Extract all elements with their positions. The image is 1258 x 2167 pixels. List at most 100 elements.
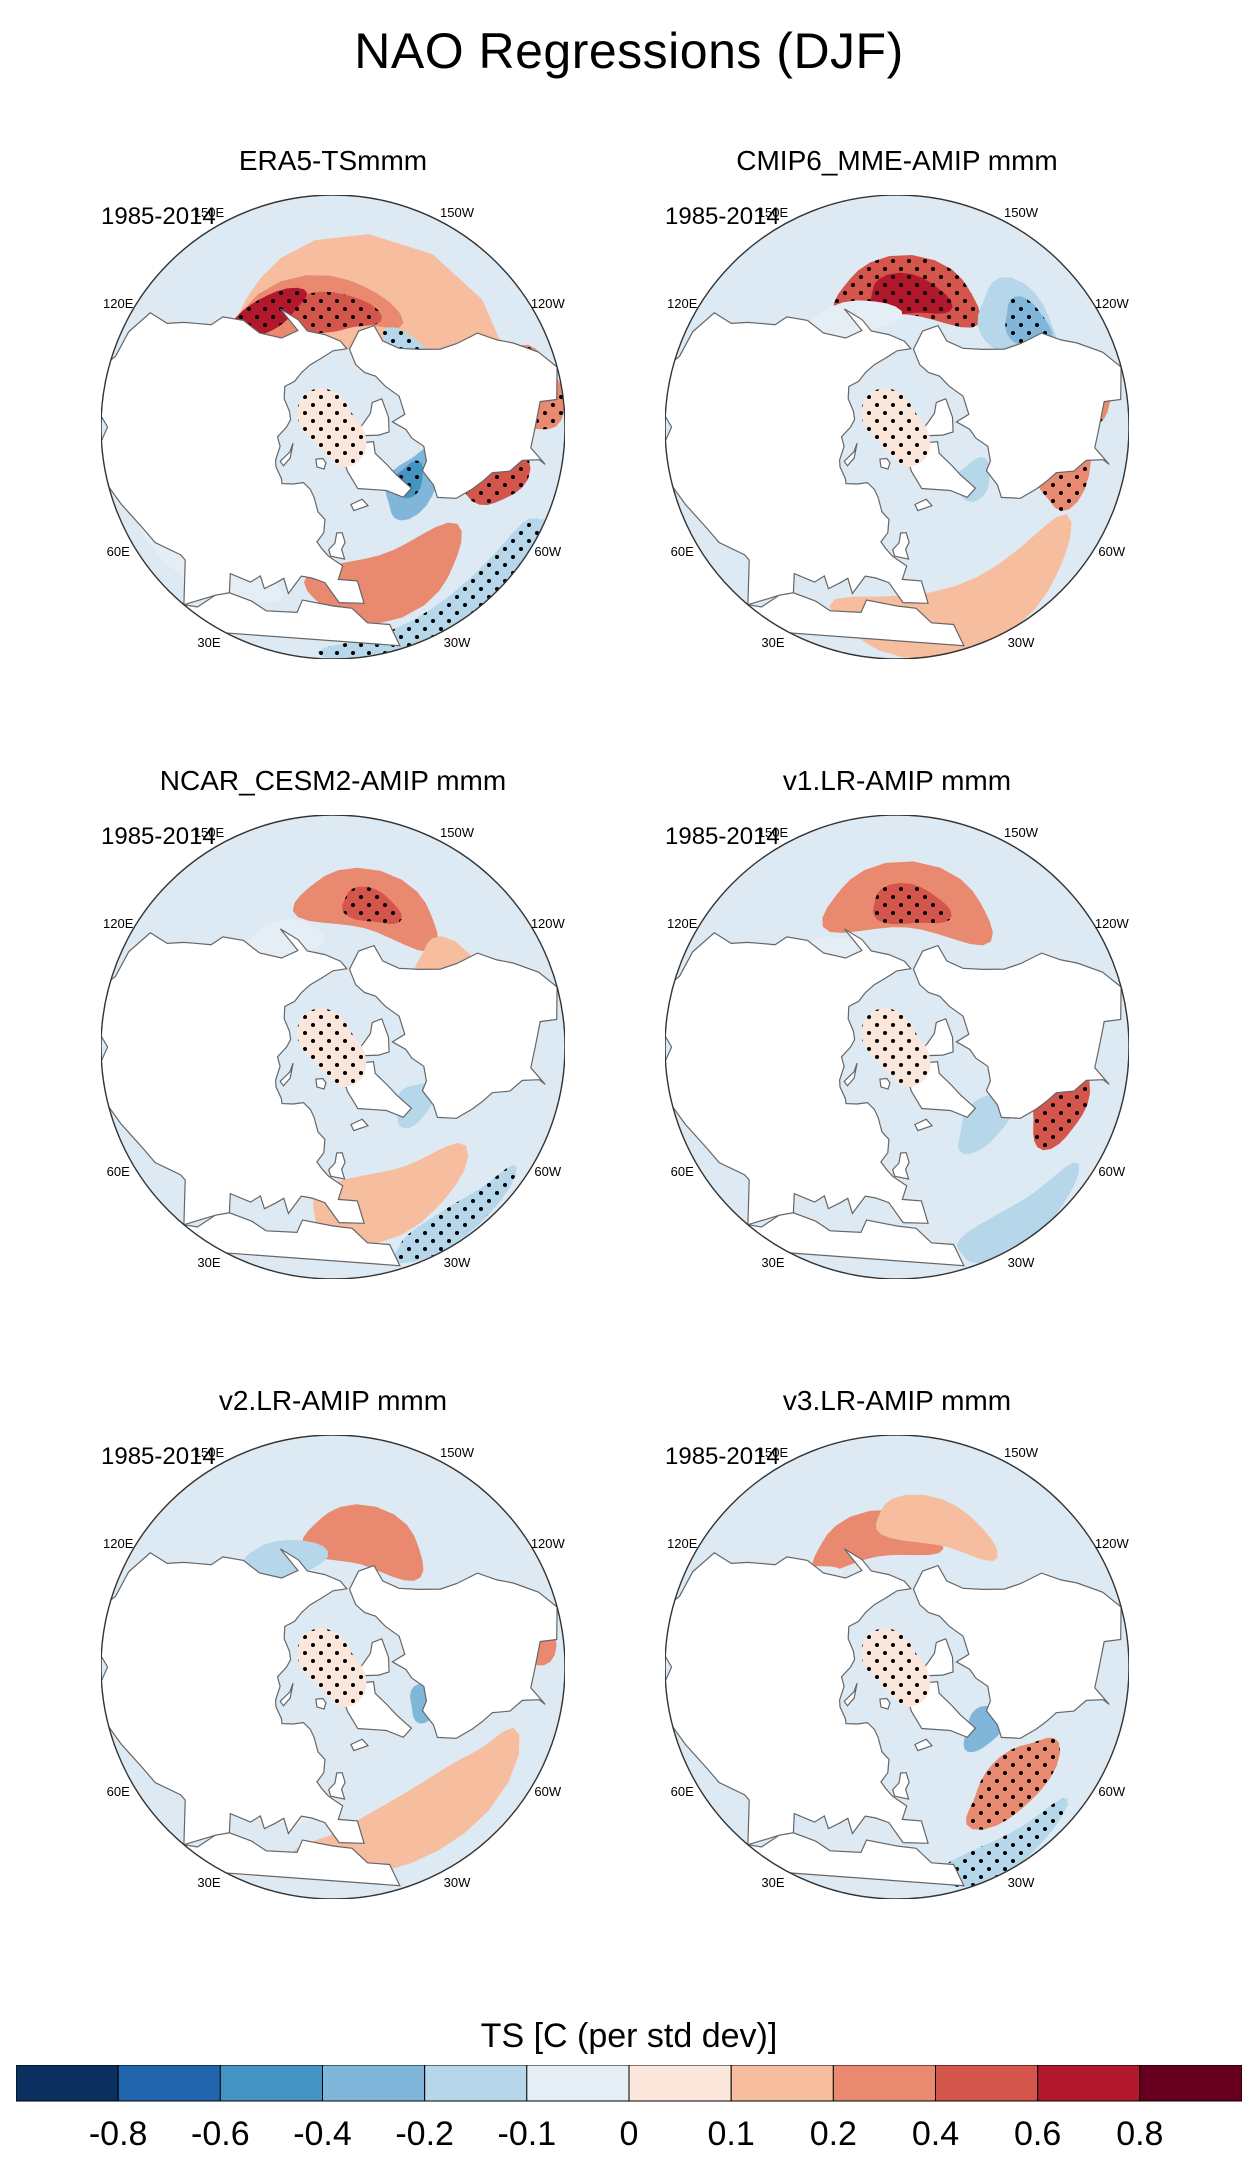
significance-stipple	[289, 291, 383, 333]
longitude-label: 150E	[758, 825, 789, 840]
colorbar-segment	[117, 2065, 221, 2102]
longitude-label: 150W	[440, 205, 475, 220]
panel-title: v1.LR-AMIP mmm	[782, 765, 1012, 796]
period-label: 1985-2014	[665, 203, 780, 230]
longitude-label: 120W	[531, 1536, 565, 1551]
landmass	[348, 1564, 558, 1739]
landmass	[328, 1152, 346, 1180]
anomaly-region	[956, 1162, 1080, 1264]
longitude-label: 60W	[1098, 1784, 1125, 1799]
longitude-label: 150W	[440, 1445, 475, 1460]
colorbar-segment	[730, 2065, 834, 2102]
landmass	[350, 1738, 370, 1752]
longitude-label: 30W	[1008, 1255, 1035, 1270]
period-label: 1985-2014	[665, 1443, 780, 1470]
map-panel-2: CMIP6_MME-AMIP mmm180150E120E90E60E30E03…	[665, 145, 1258, 705]
longitude-label: 60E	[671, 1164, 694, 1179]
longitude-label: 120E	[103, 1536, 134, 1551]
map-panel-5: v2.LR-AMIP mmm180150E120E90E60E30E030W60…	[101, 1385, 721, 1945]
significance-stipple	[861, 1628, 931, 1708]
longitude-label: 150E	[194, 1445, 225, 1460]
landmass	[350, 1118, 370, 1132]
significance-stipple	[297, 1628, 367, 1708]
landmass	[892, 532, 910, 560]
anomaly-region	[301, 1504, 424, 1581]
longitude-label: 120W	[531, 916, 565, 931]
longitude-label: 120E	[667, 296, 698, 311]
longitude-label: 120W	[1095, 916, 1129, 931]
colorbar-tick-label: 0.1	[707, 2115, 755, 2153]
landmass	[892, 1772, 910, 1800]
longitude-label: 120E	[667, 1536, 698, 1551]
landmass	[348, 944, 558, 1119]
period-label: 1985-2014	[101, 203, 216, 230]
map-panel-3: NCAR_CESM2-AMIP mmm180150E120E90E60E30E0…	[101, 765, 721, 1325]
significance-stipple	[297, 1008, 367, 1088]
landmass	[879, 457, 891, 470]
longitude-label: 60W	[1098, 1164, 1125, 1179]
significance-stipple	[873, 882, 952, 925]
longitude-label: 30E	[761, 1255, 784, 1270]
panel-title: ERA5-TSmmm	[238, 145, 428, 176]
longitude-label: 30E	[197, 1875, 220, 1890]
colorbar-segment	[935, 2065, 1039, 2102]
longitude-label: 150W	[1004, 205, 1039, 220]
landmass	[350, 498, 370, 512]
landmass	[912, 944, 1122, 1119]
landmass	[348, 324, 558, 499]
landmass	[328, 1772, 346, 1800]
longitude-label: 30E	[197, 1255, 220, 1270]
significance-stipple	[939, 1798, 1068, 1888]
longitude-label: 150W	[1004, 825, 1039, 840]
longitude-label: 30E	[761, 1875, 784, 1890]
colorbar-segment	[628, 2065, 732, 2102]
colorbar-tick-label: 0.4	[911, 2115, 960, 2153]
landmass	[315, 1697, 327, 1710]
landmass	[879, 1697, 891, 1710]
colorbar-segment	[322, 2065, 426, 2102]
colorbar-segment	[424, 2065, 528, 2102]
longitude-label: 60W	[534, 1164, 561, 1179]
landmass	[914, 498, 934, 512]
main-title: NAO Regressions (DJF)	[354, 23, 904, 79]
colorbar	[16, 2065, 1242, 2102]
significance-stipple	[297, 388, 367, 468]
longitude-label: 60E	[107, 1164, 130, 1179]
longitude-label: 30W	[1008, 635, 1035, 650]
landmass	[914, 1118, 934, 1132]
landmass	[914, 1738, 934, 1752]
longitude-label: 150E	[194, 825, 225, 840]
colorbar-segment	[219, 2065, 323, 2102]
map-panel-1: ERA5-TSmmm180150E120E90E60E30E030W60W90W…	[101, 145, 721, 705]
colorbar-tick-label: -0.2	[395, 2115, 454, 2153]
significance-stipple	[870, 272, 953, 315]
landmass	[892, 1152, 910, 1180]
longitude-label: 120W	[531, 296, 565, 311]
longitude-label: 150E	[194, 205, 225, 220]
colorbar-segment	[16, 2065, 119, 2102]
longitude-label: 150E	[758, 205, 789, 220]
panel-title: v2.LR-AMIP mmm	[218, 1385, 448, 1416]
longitude-label: 30W	[444, 635, 471, 650]
landmass	[843, 1682, 858, 1707]
landmass	[879, 1077, 891, 1090]
colorbar-tick-label: -0.4	[293, 2115, 352, 2153]
longitude-label: 60W	[534, 1784, 561, 1799]
significance-stipple	[861, 1008, 931, 1088]
period-label: 1985-2014	[101, 1443, 216, 1470]
polar-map: 180150E120E90E60E30E030W60W90W120W150W	[665, 1435, 1129, 1899]
landmass	[279, 442, 294, 467]
colorbar-tick-label: -0.8	[88, 2115, 148, 2153]
landmass	[912, 1564, 1122, 1739]
longitude-label: 60E	[671, 1784, 694, 1799]
panel-title: CMIP6_MME-AMIP mmm	[736, 145, 1058, 176]
longitude-label: 30W	[1008, 1875, 1035, 1890]
landmass	[279, 1062, 294, 1087]
colorbar-tick-label: -0.1	[497, 2115, 557, 2153]
longitude-label: 120E	[667, 916, 698, 931]
colorbar-segment	[526, 2065, 630, 2102]
polar-map: 180150E120E90E60E30E030W60W90W120W150W	[665, 815, 1129, 1279]
colorbar-segment	[832, 2065, 936, 2102]
longitude-label: 150W	[440, 825, 475, 840]
landmass	[843, 1062, 858, 1087]
